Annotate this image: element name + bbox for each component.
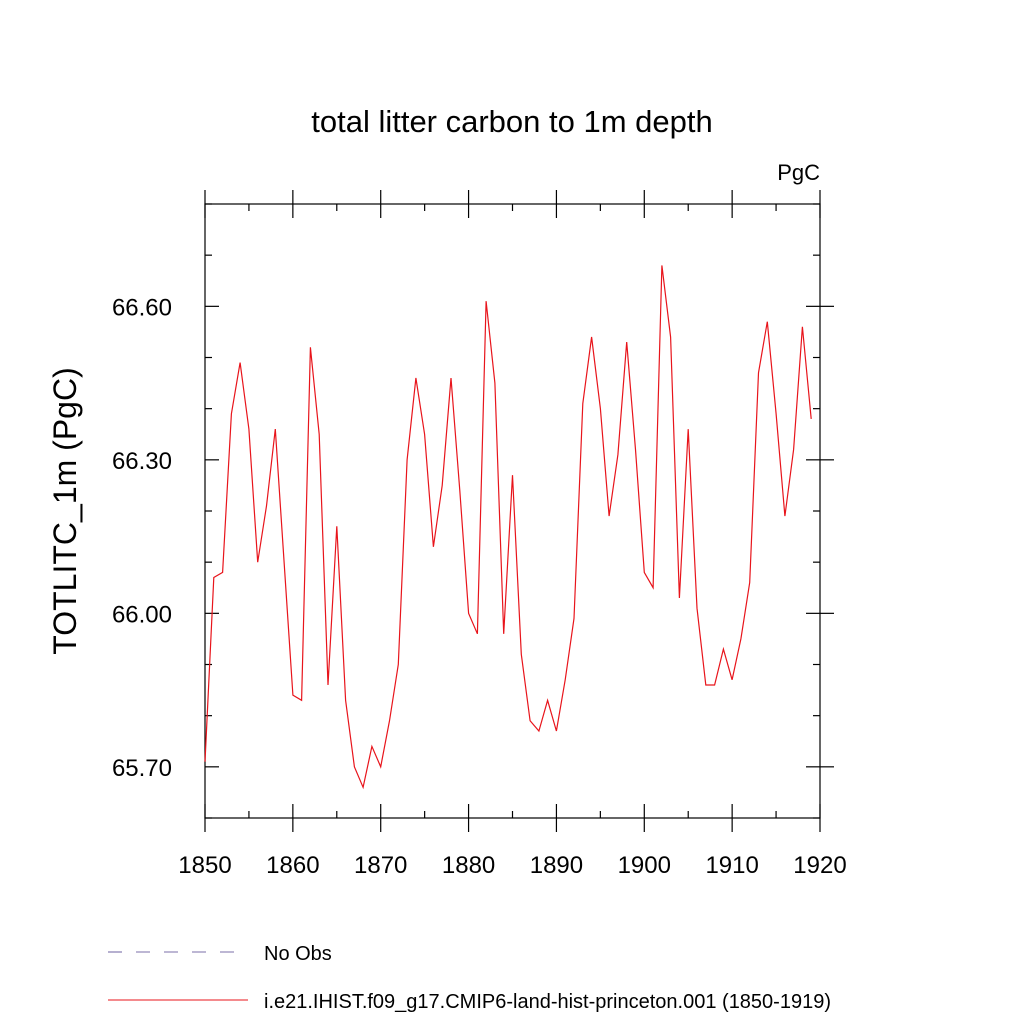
legend-label: i.e21.IHIST.f09_g17.CMIP6-land-hist-prin… [264, 991, 831, 1013]
y-tick-label: 66.00 [112, 601, 172, 628]
y-axis-ticks: 65.70 66.00 66.30 66.60 [112, 203, 834, 819]
y-tick-label: 66.60 [112, 294, 172, 321]
series-lines [204, 265, 812, 790]
x-tick-label: 1900 [618, 852, 671, 879]
x-tick-label: 1910 [705, 852, 758, 879]
x-tick-label: 1850 [178, 852, 231, 879]
x-tick-label: 1860 [266, 852, 319, 879]
y-tick-label: 65.70 [112, 755, 172, 782]
x-tick-label: 1920 [793, 852, 846, 879]
units-label: PgC [777, 160, 820, 185]
y-axis-label: TOTLITC_1m (PgC) [47, 367, 83, 654]
legend: No Obs i.e21.IHIST.f09_g17.CMIP6-land-his… [108, 943, 831, 1013]
series-line [204, 265, 812, 790]
x-tick-label: 1870 [354, 852, 407, 879]
x-axis-ticks: 1850 1860 1870 1880 1890 1900 1910 1920 [178, 190, 847, 879]
y-tick-label: 66.30 [112, 448, 172, 475]
chart-title: total litter carbon to 1m depth [311, 104, 713, 139]
x-tick-label: 1880 [442, 852, 495, 879]
plot-frame [204, 203, 821, 819]
legend-label: No Obs [264, 943, 332, 965]
x-tick-label: 1890 [530, 852, 583, 879]
